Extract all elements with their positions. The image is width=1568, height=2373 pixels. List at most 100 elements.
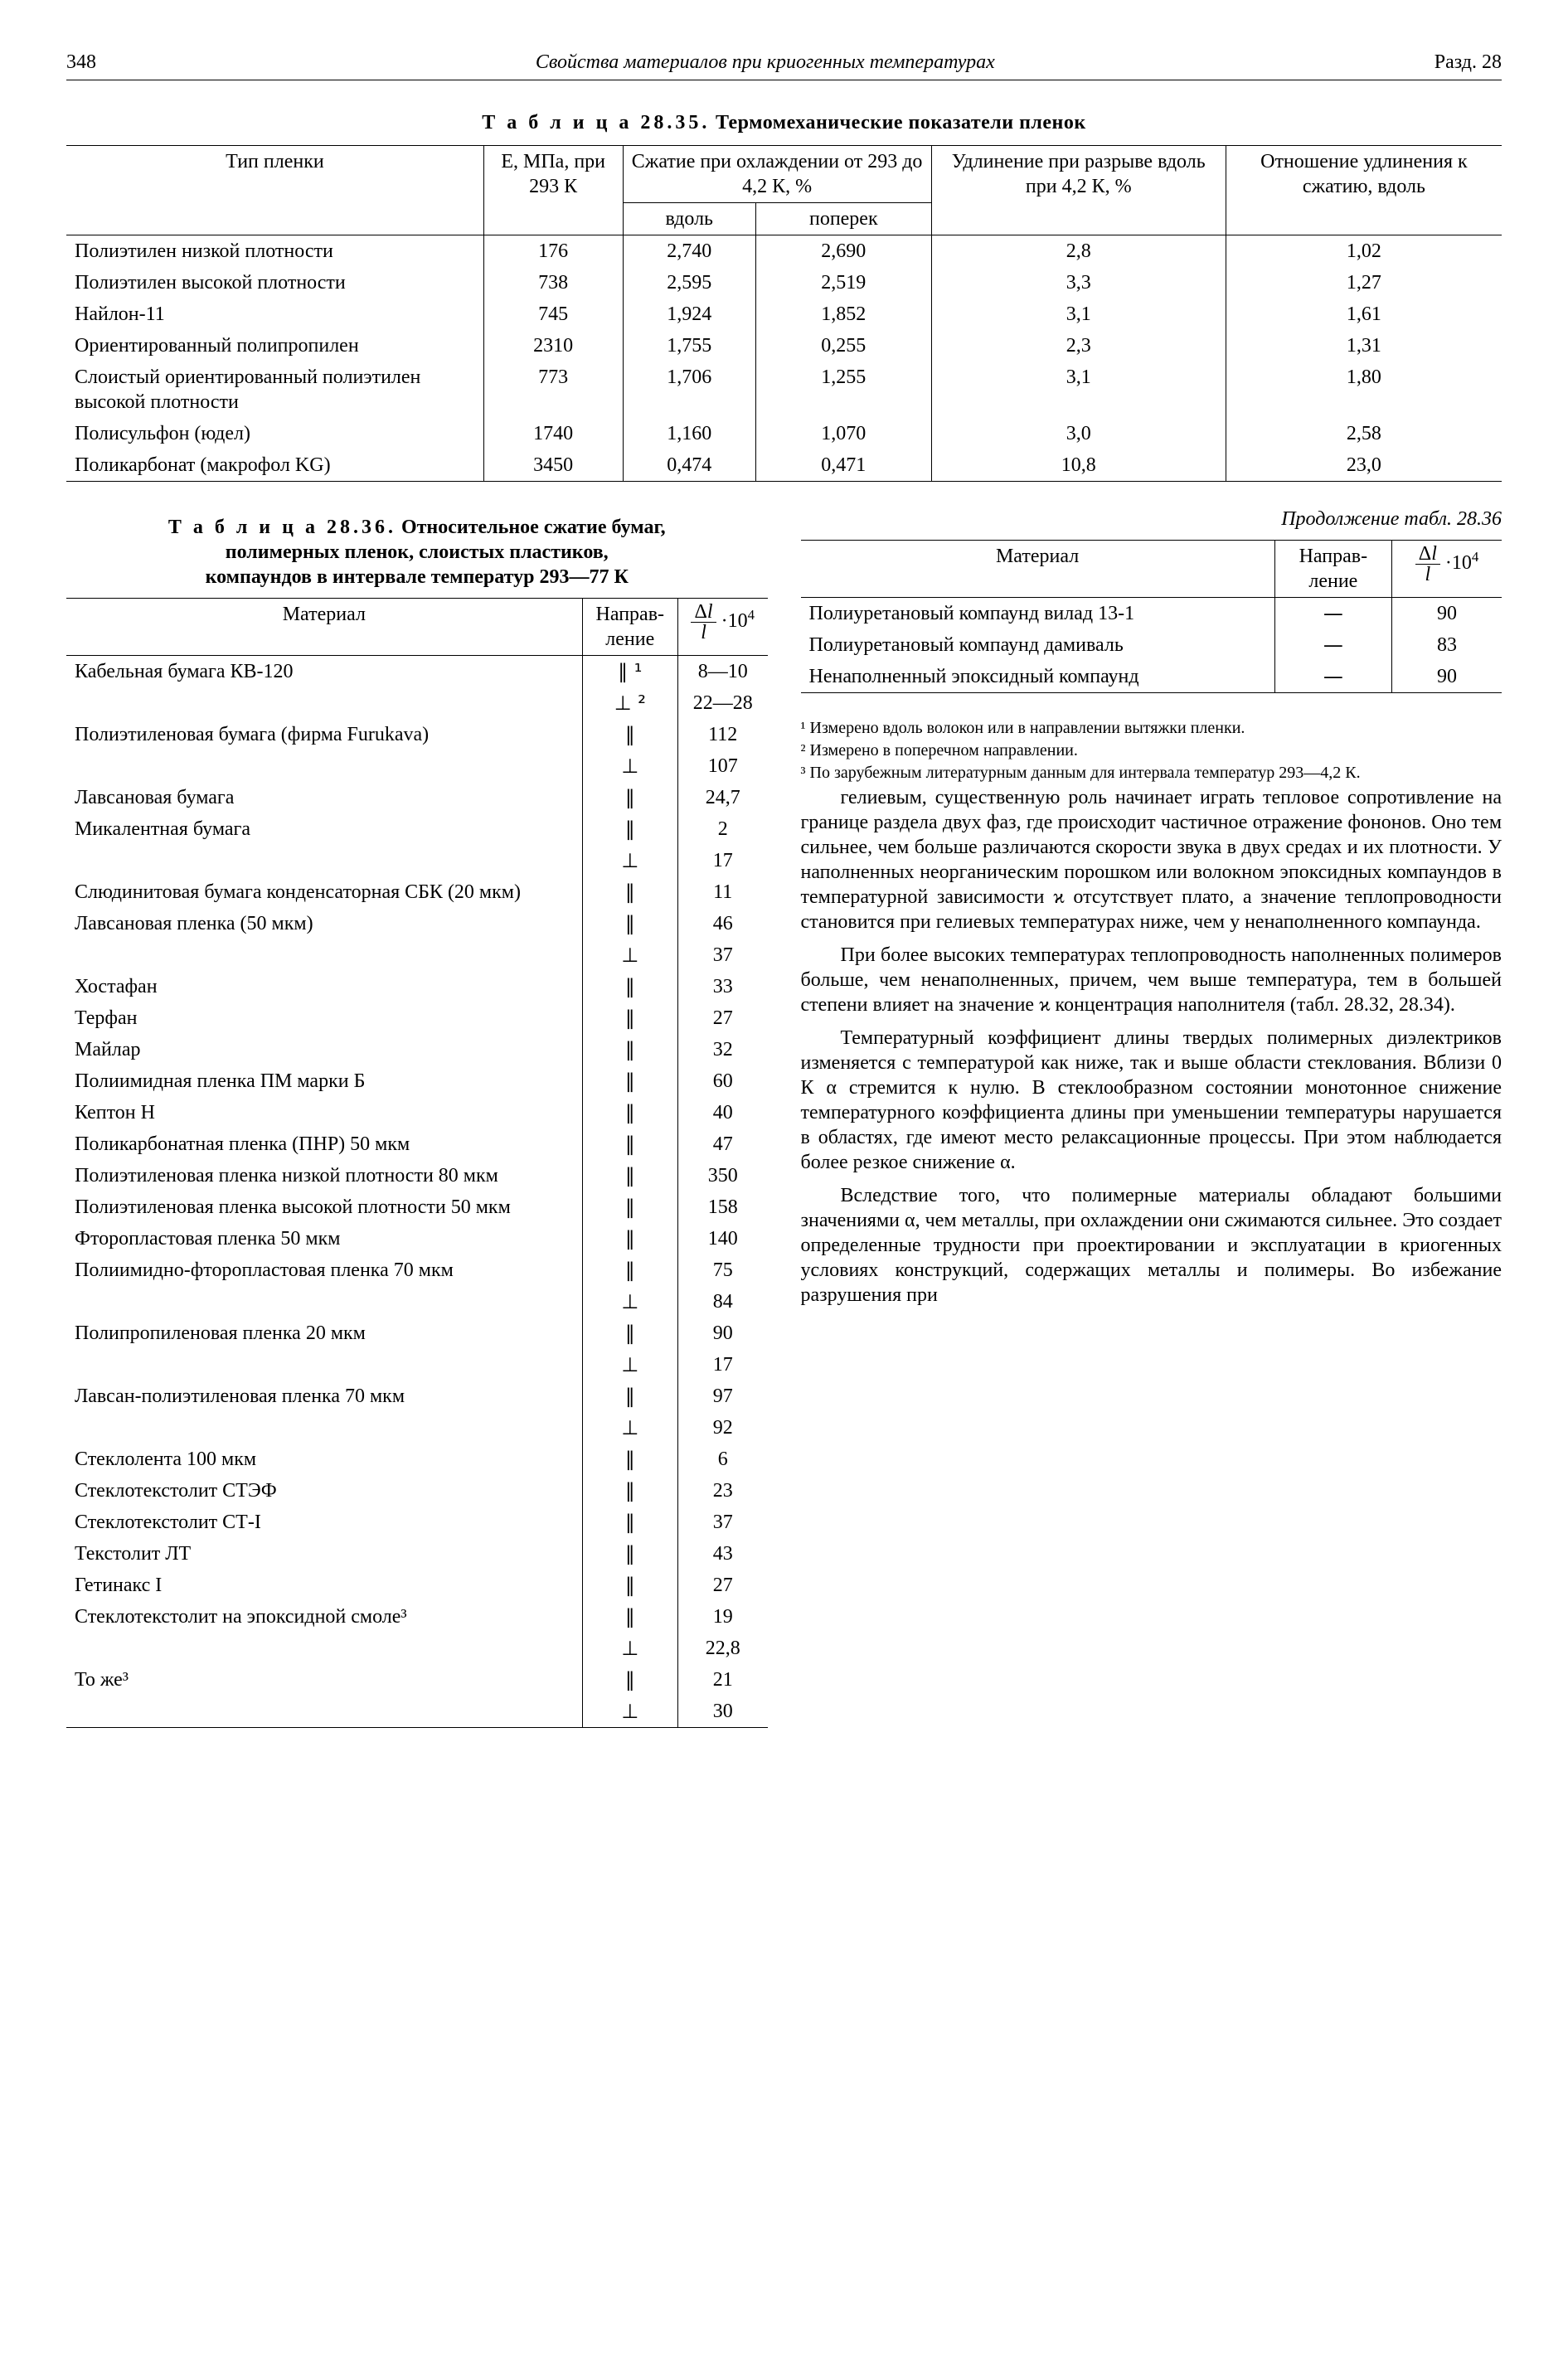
cell-val: 107 bbox=[677, 750, 767, 782]
th-dir: Направ- ление bbox=[1274, 541, 1391, 598]
cell-val: 2 bbox=[677, 813, 767, 845]
table-row-label: Фторопластовая пленка 50 мкм bbox=[66, 1223, 582, 1254]
cell-val: 6 bbox=[677, 1444, 767, 1475]
cell-dir: ⊥ bbox=[582, 1412, 677, 1444]
table-row-label: Стеклотекстолит на эпоксидной смоле³ bbox=[66, 1601, 582, 1633]
cell-val: 37 bbox=[677, 939, 767, 971]
cell-along: 2,595 bbox=[623, 267, 755, 298]
cell-along: 0,474 bbox=[623, 449, 755, 482]
cell-val: 83 bbox=[1392, 629, 1502, 661]
cell-val: 27 bbox=[677, 1002, 767, 1034]
cell-dir: — bbox=[1274, 598, 1391, 630]
table-row-label: Слюдинитовая бумага конденсаторная СБК (… bbox=[66, 876, 582, 908]
caption-line3: компаундов в интервале температур 293—77… bbox=[206, 566, 629, 588]
table-row-label bbox=[66, 845, 582, 876]
cell-elong: 3,1 bbox=[931, 362, 1226, 418]
cell-across: 0,471 bbox=[755, 449, 931, 482]
table-row-label: Полиэтилен низкой плотности bbox=[66, 235, 483, 268]
cell-val: 17 bbox=[677, 1349, 767, 1381]
table36-caption: Т а б л и ц а 28.36. Относительное сжати… bbox=[66, 515, 768, 590]
cell-along: 1,706 bbox=[623, 362, 755, 418]
table-row-label: Полиуретановый компаунд дамиваль bbox=[801, 629, 1275, 661]
cell-E: 3450 bbox=[483, 449, 623, 482]
table-row-label: Лавсан-полиэтиленовая пленка 70 мкм bbox=[66, 1381, 582, 1412]
table-row-label bbox=[66, 1412, 582, 1444]
cell-dir: ∥ ¹ bbox=[582, 656, 677, 688]
cell-dir: ∥ bbox=[582, 1664, 677, 1696]
cell-val: 22—28 bbox=[677, 687, 767, 719]
cell-val: 90 bbox=[677, 1318, 767, 1349]
table-row-label: Поликарбонат (макрофол KG) bbox=[66, 449, 483, 482]
table-row-label: Найлон-11 bbox=[66, 298, 483, 330]
cell-dir: ∥ bbox=[582, 782, 677, 813]
cell-val: 40 bbox=[677, 1097, 767, 1128]
caption-line2: полимерных пленок, слоистых пластиков, bbox=[226, 541, 609, 563]
cell-dir: ∥ bbox=[582, 1601, 677, 1633]
table-row-label bbox=[66, 939, 582, 971]
paragraph: гелиевым, существенную роль начинает игр… bbox=[801, 785, 1502, 934]
cell-dir: ∥ bbox=[582, 1318, 677, 1349]
cell-val: 37 bbox=[677, 1507, 767, 1538]
cell-val: 30 bbox=[677, 1696, 767, 1728]
cell-val: 8—10 bbox=[677, 656, 767, 688]
cell-val: 22,8 bbox=[677, 1633, 767, 1664]
cell-val: 158 bbox=[677, 1191, 767, 1223]
footnote-2: ² Измерено в поперечном направлении. bbox=[801, 740, 1502, 761]
cell-dir: ∥ bbox=[582, 1191, 677, 1223]
cell-E: 2310 bbox=[483, 330, 623, 362]
cell-dir: ∥ bbox=[582, 876, 677, 908]
cell-val: 32 bbox=[677, 1034, 767, 1065]
cell-dir: ∥ bbox=[582, 1034, 677, 1065]
cell-ratio: 2,58 bbox=[1226, 418, 1502, 449]
cell-across: 2,519 bbox=[755, 267, 931, 298]
table-row-label bbox=[66, 1696, 582, 1728]
cell-dir: ∥ bbox=[582, 1538, 677, 1570]
cell-ratio: 1,27 bbox=[1226, 267, 1502, 298]
table-row-label: Полиимидная пленка ПМ марки Б bbox=[66, 1065, 582, 1097]
cell-val: 92 bbox=[677, 1412, 767, 1444]
running-title: Свойства материалов при криогенных темпе… bbox=[96, 50, 1435, 75]
cell-dir: — bbox=[1274, 629, 1391, 661]
cell-val: 90 bbox=[1392, 598, 1502, 630]
caption-prefix: Т а б л и ц а 28.36. bbox=[168, 517, 396, 538]
cell-val: 60 bbox=[677, 1065, 767, 1097]
cell-val: 47 bbox=[677, 1128, 767, 1160]
table36-left: Материал Направ- ление Δll ·104 Кабельна… bbox=[66, 598, 768, 1728]
table-row-label: Полиуретановый компаунд вилад 13-1 bbox=[801, 598, 1275, 630]
body-text: гелиевым, существенную роль начинает игр… bbox=[801, 785, 1502, 1308]
cell-E: 745 bbox=[483, 298, 623, 330]
cell-dir: ⊥ bbox=[582, 845, 677, 876]
table-row-label bbox=[66, 687, 582, 719]
cell-E: 738 bbox=[483, 267, 623, 298]
table-row-label: Слоистый ориентированный полиэтилен высо… bbox=[66, 362, 483, 418]
cell-val: 11 bbox=[677, 876, 767, 908]
table-row-label: Лавсановая бумага bbox=[66, 782, 582, 813]
table-row-label: Стеклотекстолит СТ-I bbox=[66, 1507, 582, 1538]
cell-dir: ∥ bbox=[582, 908, 677, 939]
cell-dir: ⊥ bbox=[582, 1696, 677, 1728]
table-row-label: Лавсановая пленка (50 мкм) bbox=[66, 908, 582, 939]
table-row-label: То же³ bbox=[66, 1664, 582, 1696]
cell-across: 1,070 bbox=[755, 418, 931, 449]
cell-dir: ⊥ bbox=[582, 1286, 677, 1318]
table35: Тип пленки E, МПа, при 293 К Сжатие при … bbox=[66, 145, 1502, 482]
table-row-label: Майлар bbox=[66, 1034, 582, 1065]
cell-val: 90 bbox=[1392, 661, 1502, 693]
cell-across: 0,255 bbox=[755, 330, 931, 362]
table-row-label: Полиэтиленовая пленка низкой плотности 8… bbox=[66, 1160, 582, 1191]
caption-text: Термомеханические показатели пленок bbox=[716, 112, 1086, 133]
cell-dir: ∥ bbox=[582, 1223, 677, 1254]
cell-dir: ∥ bbox=[582, 1570, 677, 1601]
cell-dir: ⊥ bbox=[582, 1349, 677, 1381]
cell-val: 19 bbox=[677, 1601, 767, 1633]
table-row-label: Стеклолента 100 мкм bbox=[66, 1444, 582, 1475]
cell-dir: ∥ bbox=[582, 813, 677, 845]
cell-along: 2,740 bbox=[623, 235, 755, 268]
cell-across: 2,690 bbox=[755, 235, 931, 268]
caption-prefix: Т а б л и ц а 28.35. bbox=[482, 112, 710, 133]
th-val: Δll ·104 bbox=[677, 599, 767, 656]
cell-ratio: 1,80 bbox=[1226, 362, 1502, 418]
cell-elong: 3,1 bbox=[931, 298, 1226, 330]
cell-ratio: 1,31 bbox=[1226, 330, 1502, 362]
table-row-label: Полисульфон (юдел) bbox=[66, 418, 483, 449]
